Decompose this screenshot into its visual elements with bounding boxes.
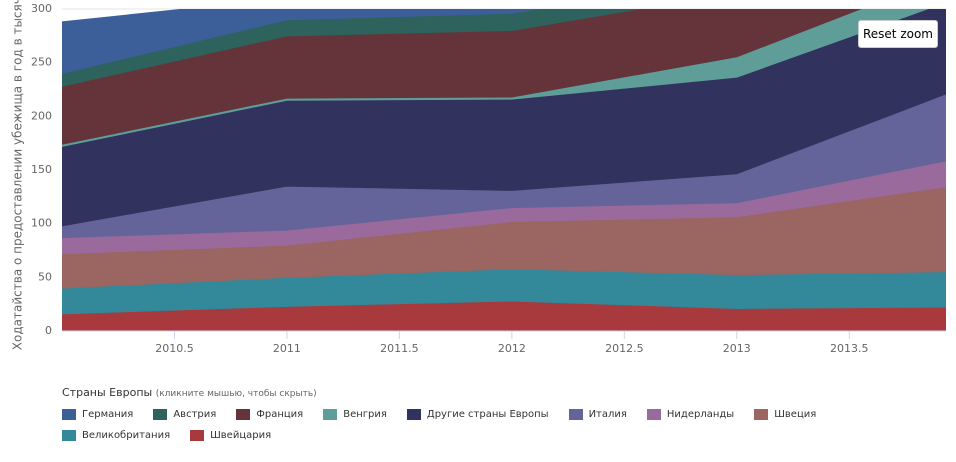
legend-item[interactable]: Франция	[236, 409, 303, 420]
x-tick-label: 2012	[498, 342, 526, 355]
legend-label: Италия	[588, 409, 627, 420]
x-tick-label: 2013	[723, 342, 751, 355]
x-tick-label: 2010.5	[155, 342, 194, 355]
y-tick-label: 150	[31, 163, 52, 176]
legend-label: Франция	[256, 409, 304, 420]
x-tick-label: 2011.5	[380, 342, 419, 355]
reset-zoom-button[interactable]: Reset zoom	[858, 20, 938, 48]
legend-label: Австрия	[173, 409, 217, 420]
legend-swatch	[406, 409, 421, 420]
legend-item[interactable]: Нидерланды	[646, 409, 735, 420]
legend-title-block: Страны Европы (кликните мышью, чтобы скр…	[62, 386, 942, 399]
legend-swatch	[236, 409, 251, 420]
legend-label: Венгрия	[343, 409, 387, 420]
x-tick-label: 2013.5	[830, 342, 869, 355]
legend-item[interactable]: Австрия	[153, 409, 216, 420]
legend-item[interactable]: Другие страны Европы	[406, 409, 549, 420]
legend-label: Швейцария	[210, 430, 272, 441]
legend-swatch	[646, 409, 661, 420]
y-tick-label: 300	[31, 2, 52, 15]
legend-swatch	[153, 409, 168, 420]
legend-swatch	[62, 430, 76, 441]
chart: Ходатайства о предоставлении убежища в г…	[11, 0, 946, 355]
legend-swatch	[568, 409, 583, 420]
plot-area	[62, 9, 946, 331]
legend-item[interactable]: Венгрия	[323, 409, 387, 420]
y-tick-label: 250	[31, 56, 52, 69]
legend-title: Страны Европы	[62, 386, 153, 399]
legend-item[interactable]: Великобритания	[62, 430, 170, 441]
legend-label: Германия	[82, 409, 134, 420]
legend-item[interactable]: Германия	[62, 409, 133, 420]
legend-label: Другие страны Европы	[426, 409, 549, 420]
legend: Страны Европы (кликните мышью, чтобы скр…	[62, 386, 942, 441]
legend-label: Великобритания	[82, 430, 171, 441]
legend-item[interactable]: Швейцария	[190, 430, 271, 441]
x-tick-label: 2011	[273, 342, 301, 355]
legend-label: Нидерланды	[666, 409, 735, 420]
legend-subtitle: (кликните мышью, чтобы скрыть)	[155, 389, 317, 399]
y-tick-label: 200	[31, 109, 52, 122]
y-tick-label: 100	[31, 217, 52, 230]
legend-label: Швеция	[774, 409, 817, 420]
legend-item[interactable]: Швеция	[754, 409, 816, 420]
legend-swatch	[754, 409, 769, 420]
y-tick-label: 0	[45, 324, 52, 337]
y-axis-label: Ходатайства о предоставлении убежища в г…	[11, 0, 25, 350]
y-tick-label: 50	[38, 270, 52, 283]
legend-swatch	[62, 409, 76, 420]
legend-swatch	[190, 430, 205, 441]
x-tick-label: 2012.5	[605, 342, 644, 355]
area	[62, 9, 542, 74]
legend-items: Германия Австрия Франция Венгрия Другие стра…	[62, 409, 942, 441]
legend-item[interactable]: Италия	[568, 409, 627, 420]
legend-swatch	[323, 409, 338, 420]
